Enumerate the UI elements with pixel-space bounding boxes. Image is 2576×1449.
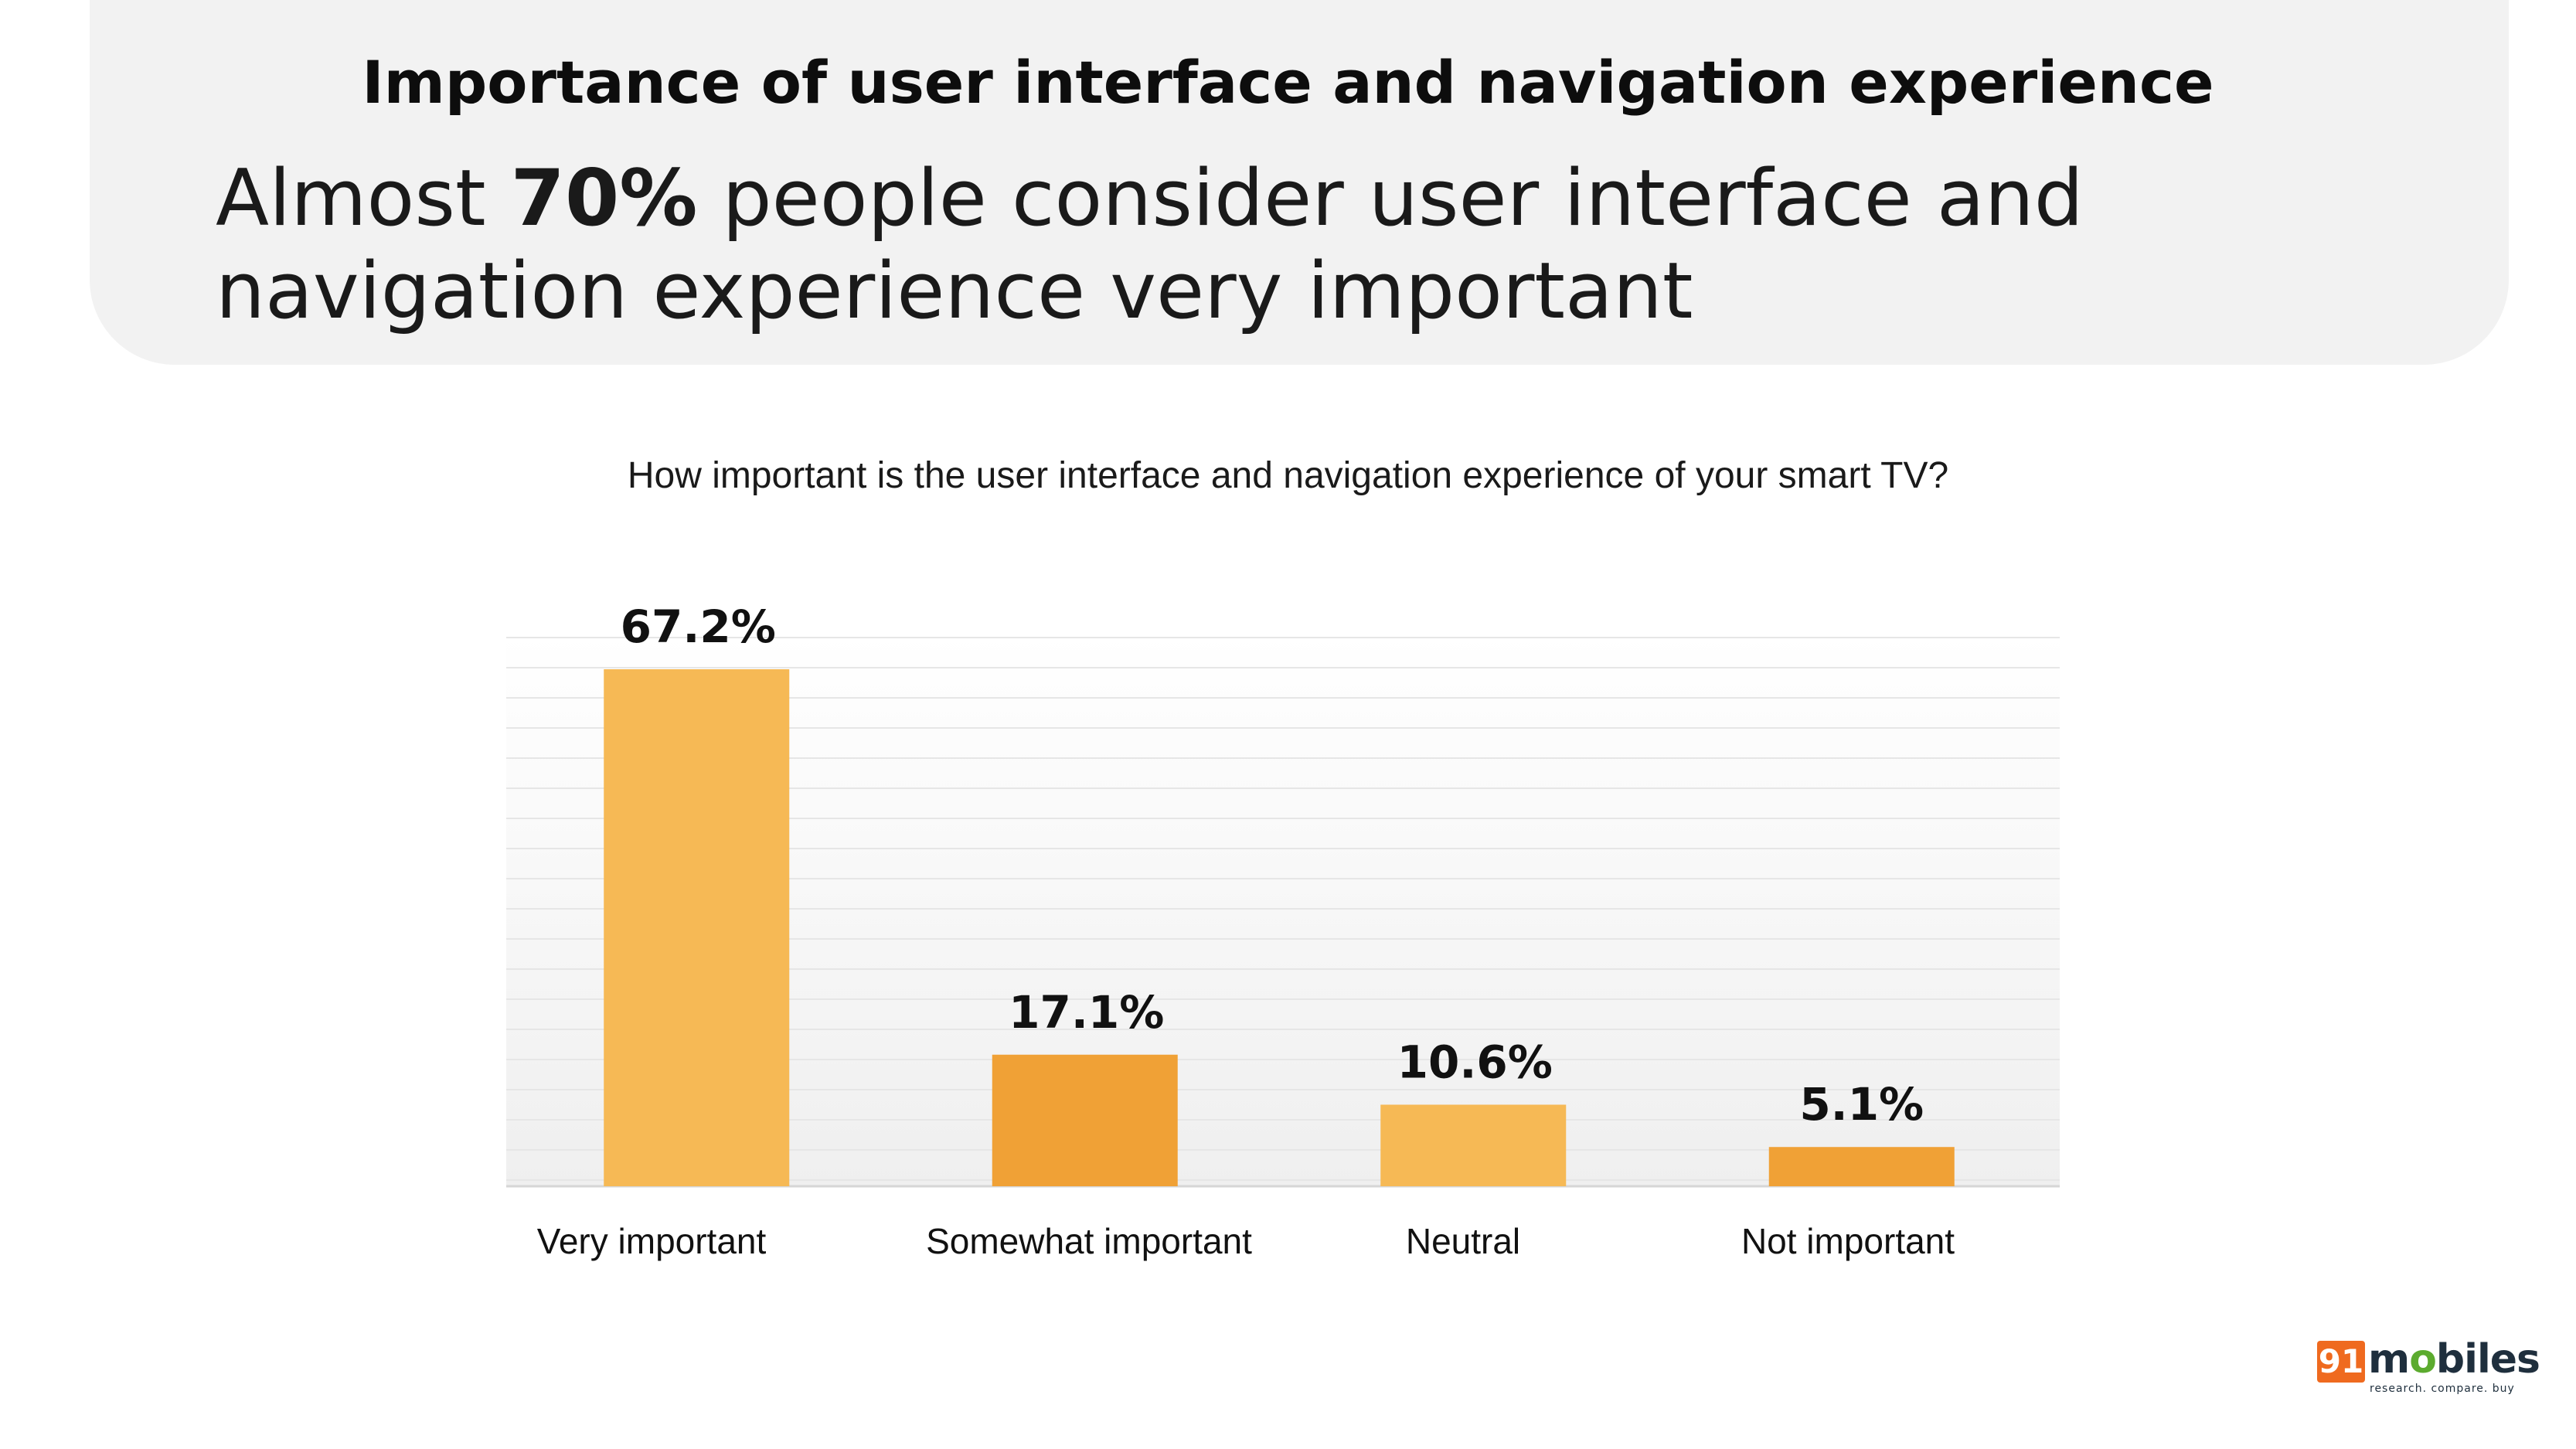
bars <box>604 669 1955 1186</box>
value-labels: 67.2% 17.1% 10.6% 5.1% <box>621 600 1924 1131</box>
chart-question: How important is the user interface and … <box>627 455 1949 496</box>
logo-tagline: research. compare. buy <box>2370 1383 2515 1395</box>
category-label: Somewhat important <box>926 1221 1252 1261</box>
bar-not-important <box>1768 1147 1955 1186</box>
bar-very-important <box>604 669 790 1186</box>
category-label: Not important <box>1741 1221 1955 1261</box>
logo-word-end: biles <box>2435 1336 2540 1383</box>
page-title: Importance of user interface and navigat… <box>362 48 2214 117</box>
bar-neutral <box>1380 1104 1567 1186</box>
logo-word-dot: o <box>2409 1336 2437 1383</box>
category-labels: Very important Somewhat important Neutral N… <box>537 1221 1955 1261</box>
headline-prefix: Almost <box>216 152 511 243</box>
category-label: Very important <box>537 1221 767 1261</box>
header-panel <box>90 0 2509 365</box>
headline: Almost 70% people consider user interfac… <box>216 151 2503 337</box>
value-label: 10.6% <box>1397 1036 1553 1088</box>
category-label: Neutral <box>1406 1221 1520 1261</box>
bar-somewhat-important <box>992 1054 1178 1186</box>
logo-number: 91 <box>2317 1341 2365 1383</box>
logo-wordmark: mobiles <box>2368 1336 2540 1383</box>
logo-word-start: m <box>2368 1336 2410 1383</box>
value-label: 17.1% <box>1009 986 1164 1039</box>
headline-highlight: 70% <box>510 152 698 243</box>
value-label: 5.1% <box>1799 1078 1924 1131</box>
brand-logo: 91 mobiles research. compare. buy <box>2317 1336 2540 1401</box>
value-label: 67.2% <box>621 600 776 653</box>
headline-suffix: people consider user interface and navig… <box>216 152 2084 336</box>
